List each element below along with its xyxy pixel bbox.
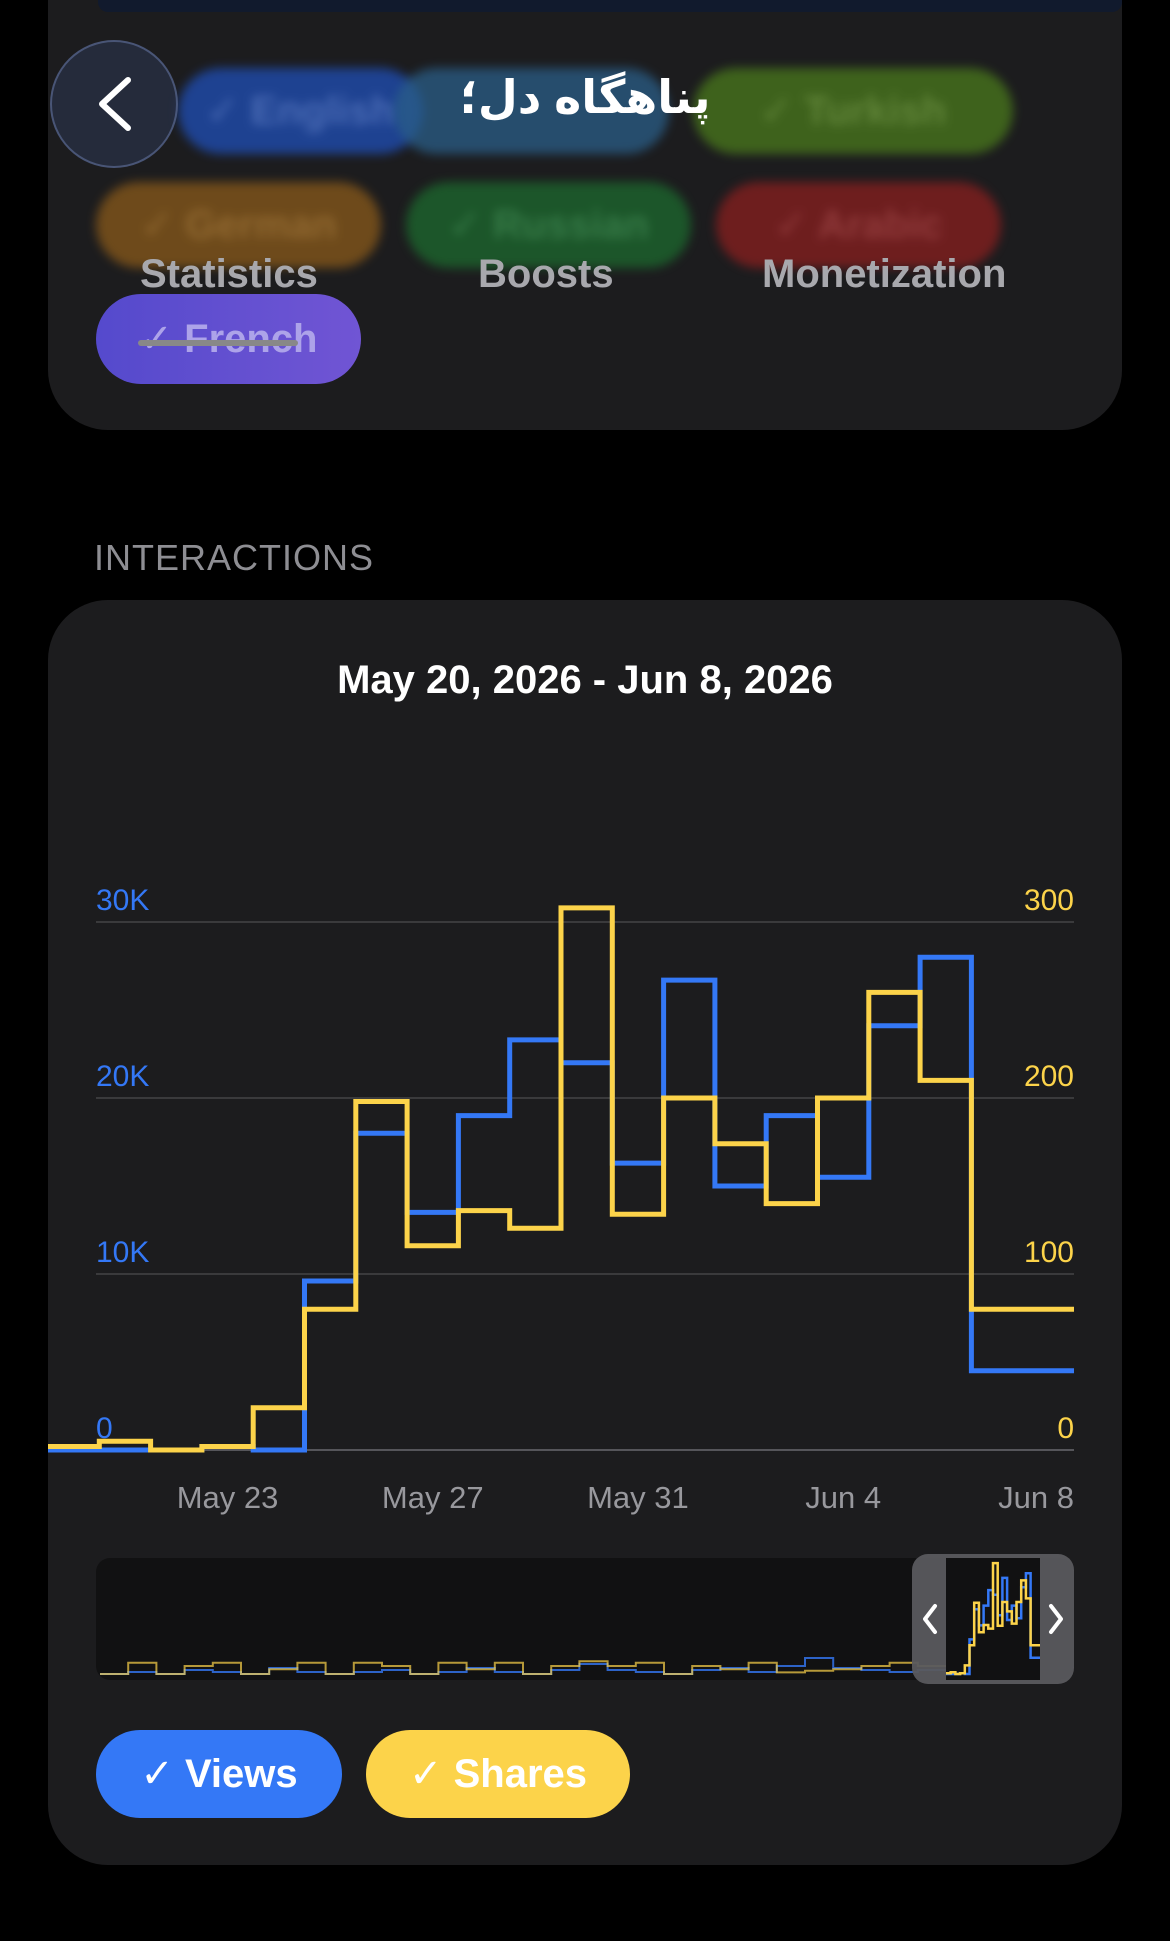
language-chip-russian[interactable]: ✓ Russian <box>406 182 691 268</box>
page-title: پناهگاه دل؛ <box>459 71 711 123</box>
language-chip-german[interactable]: ✓ German <box>96 182 381 268</box>
legend-shares-label: ✓ Shares <box>408 1752 588 1796</box>
language-chip-arabic[interactable]: ✓ Arabic <box>716 182 1001 268</box>
x-tick-label: May 23 <box>177 1480 279 1515</box>
legend-toggle-views[interactable]: ✓ Views <box>96 1730 342 1818</box>
y-left-tick-label: 0 <box>96 1412 113 1445</box>
y-left-tick-label: 30K <box>96 884 149 917</box>
x-tick-label: May 27 <box>382 1480 484 1515</box>
top-strip <box>98 0 1122 12</box>
navigator-shares-line <box>946 1561 1040 1676</box>
navigator-right-handle-icon <box>1049 1604 1063 1634</box>
tab-monetization[interactable]: Monetization <box>762 252 1007 296</box>
section-label: INTERACTIONS <box>94 537 375 578</box>
strike-line <box>138 340 298 346</box>
back-button[interactable] <box>50 40 178 168</box>
language-chip-blurred[interactable] <box>394 68 669 154</box>
navigator-shares-history <box>100 1660 946 1675</box>
chevron-left-icon <box>99 77 131 131</box>
series-shares-line <box>48 905 1074 1453</box>
x-tick-label: Jun 8 <box>998 1480 1074 1515</box>
legend-toggle-shares[interactable]: ✓ Shares <box>366 1730 630 1818</box>
y-left-tick-label: 10K <box>96 1236 149 1269</box>
tab-statistics[interactable]: Statistics <box>140 252 318 296</box>
language-chip-french[interactable]: ✓ French <box>96 294 361 384</box>
interactions-chart[interactable]: 0 10K 20K 30K 0 100 200 300 May 23 May 27 May 31 Ju… <box>48 600 1122 1865</box>
tab-boosts[interactable]: Boosts <box>478 252 614 296</box>
navigator-left-handle-icon <box>923 1604 937 1634</box>
y-right-tick-label: 200 <box>1024 1060 1074 1093</box>
language-chip-english[interactable]: ✓ English <box>178 68 423 154</box>
date-range[interactable]: May 20, 2026 - Jun 8, 2026 <box>337 658 833 702</box>
navigator-background <box>96 1558 1074 1680</box>
y-right-tick-label: 300 <box>1024 884 1074 917</box>
legend-views-label: ✓ Views <box>140 1752 298 1796</box>
y-right-tick-label: 0 <box>1057 1412 1074 1445</box>
chart-card: May 20, 2026 - Jun 8, 2026 0 10K 20K 30K 0 10… <box>48 600 1122 1865</box>
y-left-tick-label: 20K <box>96 1060 149 1093</box>
x-tick-label: Jun 4 <box>805 1480 881 1515</box>
x-tick-label: May 31 <box>587 1480 689 1515</box>
y-right-tick-label: 100 <box>1024 1236 1074 1269</box>
header-card: ✓ English ✓ Turkish ✓ German ✓ Russian ✓… <box>48 0 1122 430</box>
language-chip-turkish[interactable]: ✓ Turkish <box>693 68 1013 154</box>
